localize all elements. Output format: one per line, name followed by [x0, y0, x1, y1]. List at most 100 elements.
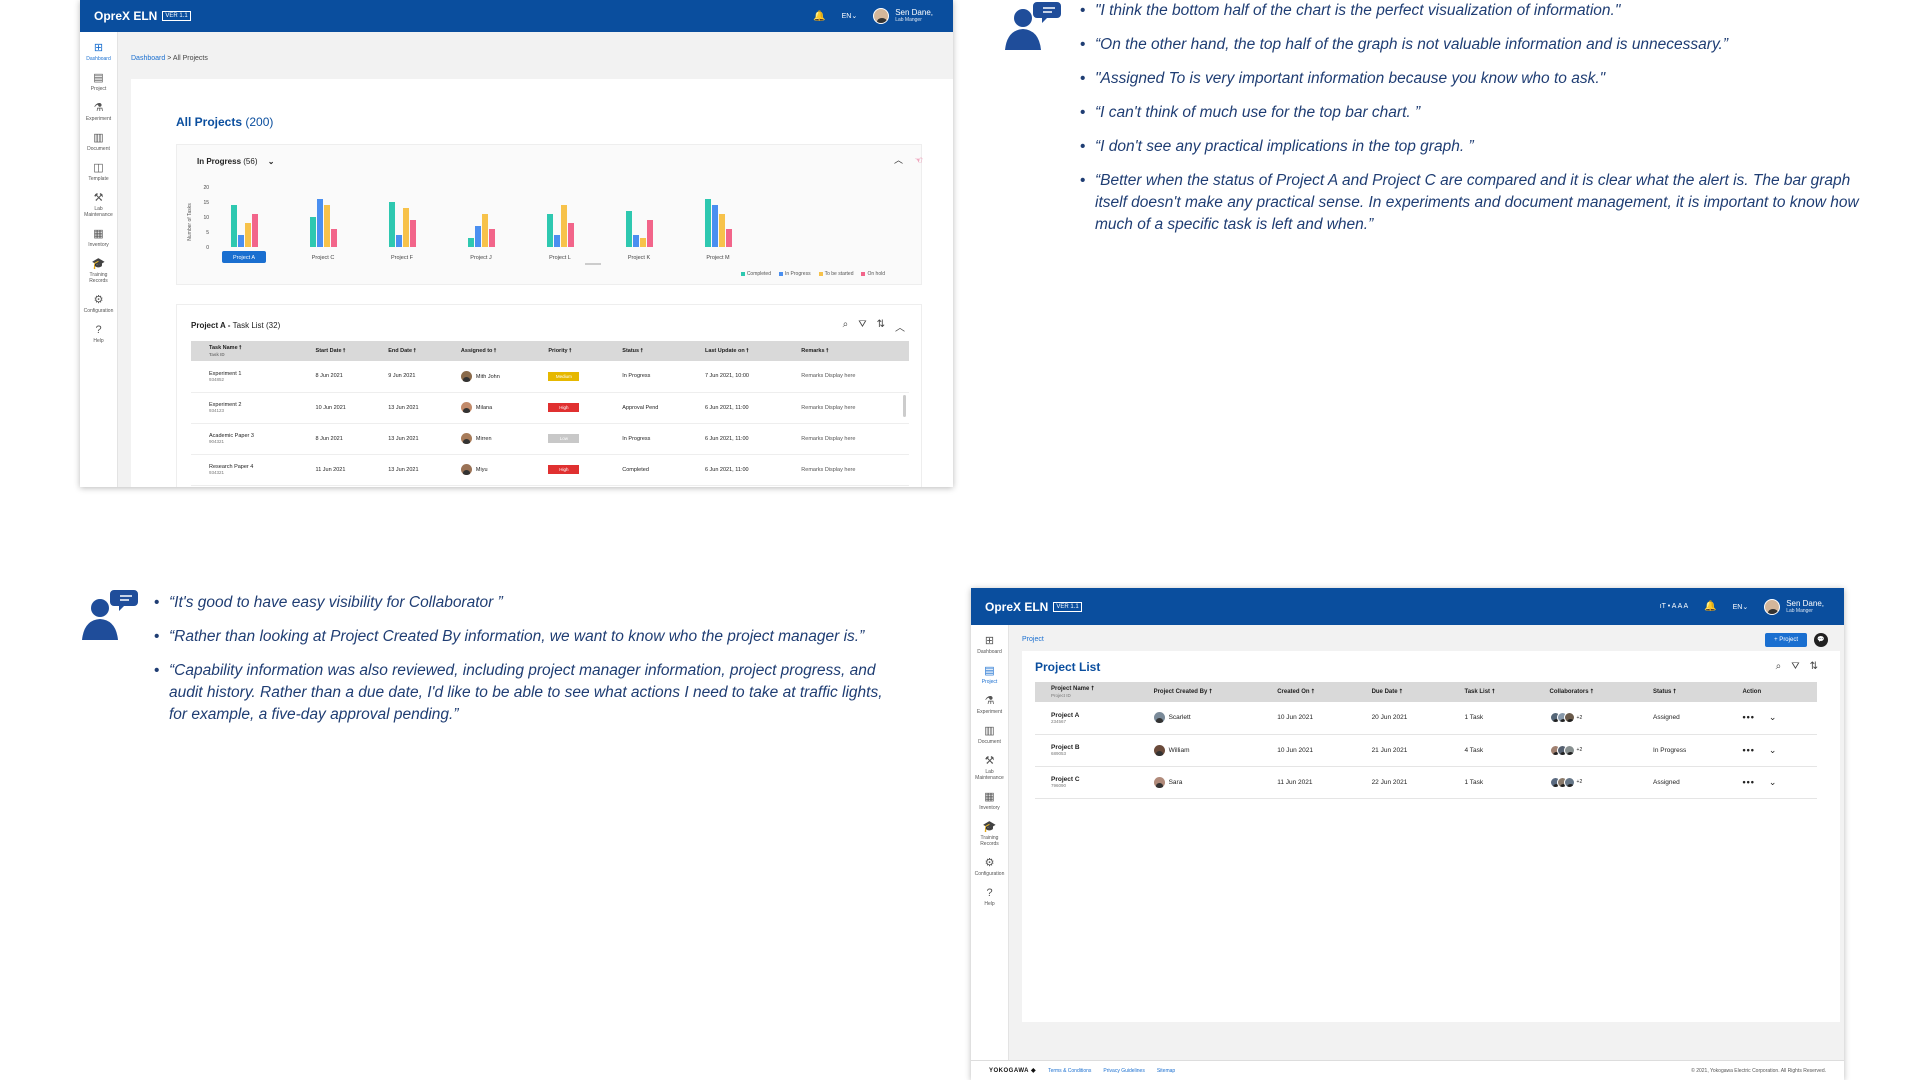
col-due-date[interactable]: Due Date ⭡ [1355, 682, 1449, 702]
sitemap-link[interactable]: Sitemap [1156, 1067, 1176, 1074]
task-count[interactable]: 4 Task [1448, 734, 1534, 767]
x-tick-label[interactable]: Project M [706, 255, 730, 261]
bell-icon[interactable]: 🔔 [813, 10, 826, 22]
bar-project-m-in-progress[interactable] [712, 205, 718, 247]
bar-project-a-on-hold[interactable] [252, 214, 258, 247]
more-actions-icon[interactable]: ••• [1742, 776, 1755, 787]
sort-icon[interactable]: ⇅ [1809, 661, 1818, 672]
bar-project-a-completed[interactable] [231, 205, 237, 247]
table-row[interactable]: Project A 234567 Scarlett 10 Jun 2021 20 Jun… [1035, 702, 1817, 735]
sidebar-item-project[interactable]: ▤ Project [80, 72, 117, 92]
sidebar-item-experiment[interactable]: ⚗ Experiment [80, 102, 117, 122]
col-priority[interactable]: Priority ⭡ [542, 341, 617, 361]
col-status[interactable]: Status ⭡ [616, 341, 699, 361]
sidebar-item-inventory[interactable]: ▦ Inventory [80, 228, 117, 248]
sidebar-item-project[interactable]: ▤ Project [971, 665, 1008, 685]
sidebar-item-lab-maintenance[interactable]: ⚒ Lab Maintenance [971, 755, 1008, 781]
x-tick-label[interactable]: Project J [470, 255, 492, 261]
bar-project-l-on-hold[interactable] [568, 223, 574, 247]
font-size-control[interactable]: ıT • A A A [1659, 603, 1689, 610]
bar-project-f-in-progress[interactable] [396, 235, 402, 247]
expand-row-icon[interactable]: ⌄ [1768, 744, 1777, 755]
col-end-date[interactable]: End Date ⭡ [382, 341, 455, 361]
more-actions-icon[interactable]: ••• [1742, 744, 1755, 755]
bell-icon[interactable]: 🔔 [1704, 601, 1717, 612]
filter-icon[interactable]: ⛛ [1791, 661, 1800, 672]
sidebar-item-dashboard[interactable]: ⊞ Dashboard [80, 42, 117, 62]
bar-project-f-on-hold[interactable] [410, 220, 416, 247]
bar-project-j-to-be-started[interactable] [482, 214, 488, 247]
collaborators-cell[interactable]: +2 [1533, 702, 1638, 735]
bar-project-f-to-be-started[interactable] [403, 208, 409, 247]
bar-project-j-in-progress[interactable] [475, 226, 481, 247]
user-menu[interactable]: Sen Dane, Lab Manger [1764, 598, 1824, 615]
language-select[interactable]: EN⌄ [1732, 603, 1749, 611]
col-task-name[interactable]: Task Name ⭡ Task ID [191, 341, 310, 361]
sidebar-item-training-records[interactable]: 🎓 Training Records [971, 821, 1008, 847]
breadcrumb[interactable]: Project [1022, 636, 1044, 643]
bar-project-j-on-hold[interactable] [489, 229, 495, 247]
bar-project-c-on-hold[interactable] [331, 229, 337, 247]
chat-icon[interactable]: 💬 [1814, 633, 1828, 647]
selected-category-highlight[interactable] [222, 251, 266, 263]
add-project-button[interactable]: + Project [1765, 633, 1807, 647]
collaborators-cell[interactable]: +2 [1533, 734, 1638, 767]
table-row[interactable]: Academic Paper 3 904321 8 Jun 2021 13 Jun 2… [191, 423, 909, 455]
project-name[interactable]: Project C [1051, 776, 1080, 783]
x-tick-label[interactable]: Project A [233, 255, 255, 261]
bar-project-k-completed[interactable] [626, 211, 632, 247]
table-row[interactable]: Research Paper 4 934321 11 Jun 2021 13 Jun … [191, 454, 909, 486]
collapse-tasks-icon[interactable]: ︿ [895, 323, 905, 334]
sidebar-item-configuration[interactable]: ⚙ Configuration [971, 857, 1008, 877]
col-remarks[interactable]: Remarks ⭡ [795, 341, 909, 361]
x-tick-label[interactable]: Project C [312, 255, 335, 261]
expand-row-icon[interactable]: ⌄ [1768, 776, 1777, 787]
chart-scroll-indicator[interactable] [585, 263, 601, 265]
sidebar-item-training-records[interactable]: 🎓 Training Records [80, 258, 117, 284]
sidebar-item-dashboard[interactable]: ⊞ Dashboard [971, 635, 1008, 655]
privacy-link[interactable]: Privacy Guidelines [1103, 1067, 1145, 1074]
table-row[interactable]: Experiment 2 934123 10 Jun 2021 13 Jun 2021… [191, 392, 909, 424]
col-last-update[interactable]: Last Update on ⭡ [698, 341, 796, 361]
col-created-by[interactable]: Project Created By ⭡ [1137, 682, 1262, 702]
bar-project-m-on-hold[interactable] [726, 229, 732, 247]
bar-project-c-in-progress[interactable] [317, 199, 323, 247]
bar-project-a-to-be-started[interactable] [245, 223, 251, 247]
sidebar-item-help[interactable]: ? Help [971, 887, 1008, 907]
col-status[interactable]: Status ⭡ [1637, 682, 1727, 702]
bar-project-j-completed[interactable] [468, 238, 474, 247]
col-project-name[interactable]: Project Name ⭡ Project ID [1035, 682, 1138, 702]
language-select[interactable]: EN⌄ [841, 13, 858, 20]
col-start-date[interactable]: Start Date ⭡ [309, 341, 383, 361]
sidebar-item-inventory[interactable]: ▦ Inventory [971, 791, 1008, 811]
sidebar-item-template[interactable]: ◫ Template [80, 162, 117, 182]
x-tick-label[interactable]: Project F [391, 255, 414, 261]
search-icon[interactable]: ⌕ [1775, 661, 1782, 672]
terms-link[interactable]: Terms & Conditions [1048, 1067, 1092, 1074]
col-assigned[interactable]: Assigned to ⭡ [454, 341, 543, 361]
search-icon[interactable]: ⌕ [842, 319, 849, 330]
sidebar-item-configuration[interactable]: ⚙ Configuration [80, 294, 117, 314]
sort-icon[interactable]: ⇅ [876, 319, 885, 330]
breadcrumb-dashboard[interactable]: Dashboard [131, 55, 166, 62]
bar-project-c-completed[interactable] [310, 217, 316, 247]
user-menu[interactable]: Sen Dane, Lab Manger [873, 8, 933, 24]
sidebar-item-help[interactable]: ? Help [80, 324, 117, 344]
bar-project-l-completed[interactable] [547, 214, 553, 247]
table-row[interactable]: Experiment 1 934852 8 Jun 2021 9 Jun 2021 Mi… [191, 361, 909, 393]
collapse-chart-icon[interactable]: ︿ [893, 155, 903, 165]
bar-project-k-to-be-started[interactable] [640, 238, 646, 247]
sidebar-item-document[interactable]: ▥ Document [80, 132, 117, 152]
project-name[interactable]: Project B [1051, 744, 1080, 751]
bar-project-k-on-hold[interactable] [647, 220, 653, 247]
sidebar-item-experiment[interactable]: ⚗ Experiment [971, 695, 1008, 715]
x-tick-label[interactable]: Project L [549, 255, 571, 261]
task-count[interactable]: 1 Task [1448, 702, 1534, 735]
bar-project-c-to-be-started[interactable] [324, 205, 330, 247]
collaborators-cell[interactable]: +2 [1533, 766, 1638, 799]
bar-project-l-to-be-started[interactable] [561, 205, 567, 247]
bar-project-a-in-progress[interactable] [238, 235, 244, 247]
col-created-on[interactable]: Created On ⭡ [1261, 682, 1356, 702]
bar-project-m-to-be-started[interactable] [719, 214, 725, 247]
bar-project-l-in-progress[interactable] [554, 235, 560, 247]
